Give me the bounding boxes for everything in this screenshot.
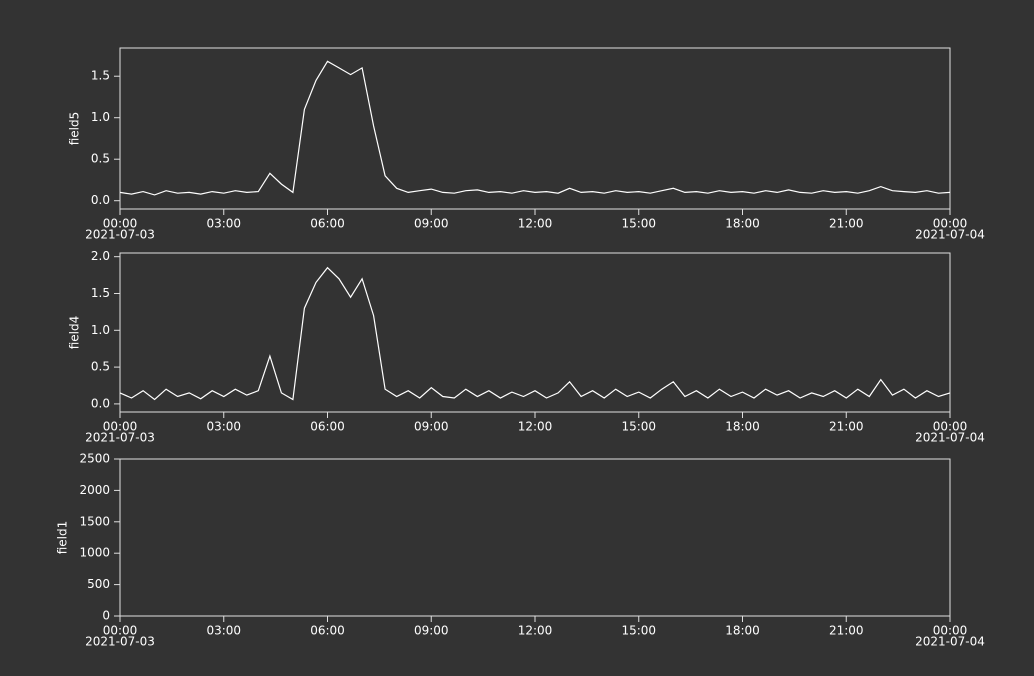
x-tick-label: 03:00 — [206, 624, 241, 638]
y-tick-label: 1.0 — [91, 110, 110, 124]
x-tick-label: 00:00 — [933, 624, 968, 638]
y-tick-label: 1.0 — [91, 323, 110, 337]
y-tick-label: 1.5 — [91, 69, 110, 83]
x-tick-label: 06:00 — [310, 217, 345, 231]
series-line — [119, 60, 951, 196]
series-line — [119, 266, 951, 401]
plot-frame — [119, 252, 951, 413]
x-tick-label: 09:00 — [414, 624, 449, 638]
x-tick-label: 03:00 — [206, 217, 241, 231]
y-tick-label: 0.5 — [91, 360, 110, 374]
y-tick-label: 0.0 — [91, 193, 110, 207]
x-tick-label: 18:00 — [725, 217, 760, 231]
x-tick-label: 03:00 — [206, 420, 241, 434]
y-axis-label: field4 — [68, 316, 82, 350]
x-tick-label: 12:00 — [518, 624, 553, 638]
y-axis-label: field1 — [56, 521, 70, 555]
x-tick-label: 12:00 — [518, 217, 553, 231]
y-tick-label: 1000 — [79, 546, 110, 560]
x-tick-label: 12:00 — [518, 420, 553, 434]
x-tick-label: 09:00 — [414, 217, 449, 231]
y-tick-label: 500 — [87, 577, 110, 591]
x-tick-label: 2021-07-04 — [915, 635, 985, 649]
x-tick-label: 2021-07-04 — [915, 431, 985, 445]
x-tick-label: 00:00 — [933, 420, 968, 434]
y-tick-label: 0 — [102, 609, 110, 623]
x-tick-label: 2021-07-04 — [915, 228, 985, 242]
x-tick-label: 21:00 — [829, 217, 864, 231]
x-tick-label: 2021-07-03 — [85, 431, 155, 445]
y-tick-label: 1500 — [79, 514, 110, 528]
x-tick-label: 21:00 — [829, 624, 864, 638]
x-tick-label: 2021-07-03 — [85, 228, 155, 242]
x-tick-label: 18:00 — [725, 420, 760, 434]
y-axis-label: field5 — [68, 112, 82, 146]
plot-frame — [119, 458, 951, 617]
y-tick-label: 2.0 — [91, 249, 110, 263]
x-tick-label: 15:00 — [621, 420, 656, 434]
x-tick-label: 06:00 — [310, 624, 345, 638]
x-tick-label: 09:00 — [414, 420, 449, 434]
y-tick-label: 0.5 — [91, 152, 110, 166]
x-tick-label: 15:00 — [621, 217, 656, 231]
x-tick-label: 00:00 — [103, 217, 138, 231]
y-tick-label: 2500 — [79, 452, 110, 466]
x-tick-label: 2021-07-03 — [85, 635, 155, 649]
x-tick-label: 18:00 — [725, 624, 760, 638]
x-tick-label: 21:00 — [829, 420, 864, 434]
x-tick-label: 00:00 — [103, 624, 138, 638]
plot-frame — [119, 47, 951, 210]
x-tick-label: 00:00 — [933, 217, 968, 231]
y-tick-label: 2000 — [79, 483, 110, 497]
x-tick-label: 15:00 — [621, 624, 656, 638]
x-tick-label: 00:00 — [103, 420, 138, 434]
x-tick-label: 06:00 — [310, 420, 345, 434]
y-tick-label: 1.5 — [91, 286, 110, 300]
y-tick-label: 0.0 — [91, 396, 110, 410]
